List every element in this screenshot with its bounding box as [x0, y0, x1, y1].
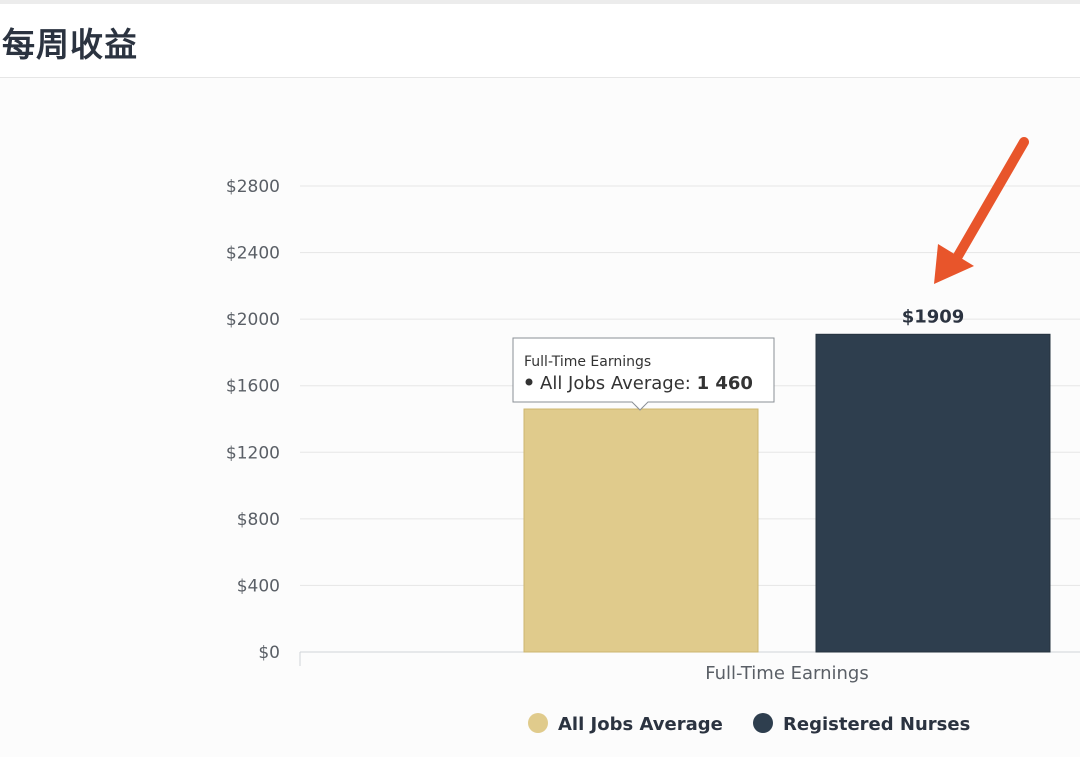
legend-item[interactable]: All Jobs Average	[558, 714, 723, 735]
tooltip-title: Full-Time Earnings	[524, 354, 651, 370]
page-title: 每周收益	[2, 25, 138, 64]
y-tick-label: $2400	[226, 244, 280, 264]
y-tick-label: $400	[237, 576, 280, 596]
annotation-arrow-shaft	[953, 137, 1029, 261]
bar-registered-nurses[interactable]	[815, 333, 1051, 653]
annotation-arrow-head	[934, 244, 974, 284]
y-tick-label: $1600	[226, 377, 280, 397]
x-category-label: Full-Time Earnings	[705, 663, 869, 684]
y-tick-label: $1200	[226, 443, 280, 463]
y-tick-label: $800	[237, 510, 280, 530]
legend-marker	[528, 713, 548, 733]
tooltip-series-label: All Jobs Average: 1 460	[540, 373, 753, 394]
y-tick-label: $2000	[226, 310, 280, 330]
y-tick-label: $2800	[226, 177, 280, 197]
top-strip	[0, 0, 1080, 4]
title-divider	[0, 77, 1080, 78]
legend-item[interactable]: Registered Nurses	[783, 714, 970, 735]
data-label: $1909	[902, 306, 965, 327]
bar-all-jobs-average[interactable]	[523, 408, 759, 653]
chart-panel: $0 $400 $800 $1200 $1600 $2000 $2400 $2800 $1909…	[0, 78, 1080, 757]
y-tick-label: $0	[258, 643, 280, 663]
tooltip-bullet	[525, 378, 533, 386]
legend-marker	[753, 713, 773, 733]
tooltip-box	[512, 337, 775, 411]
bar-chart: $0 $400 $800 $1200 $1600 $2000 $2400 $2800 $1909…	[226, 137, 1080, 735]
tooltip-value: 1 460	[697, 373, 753, 394]
